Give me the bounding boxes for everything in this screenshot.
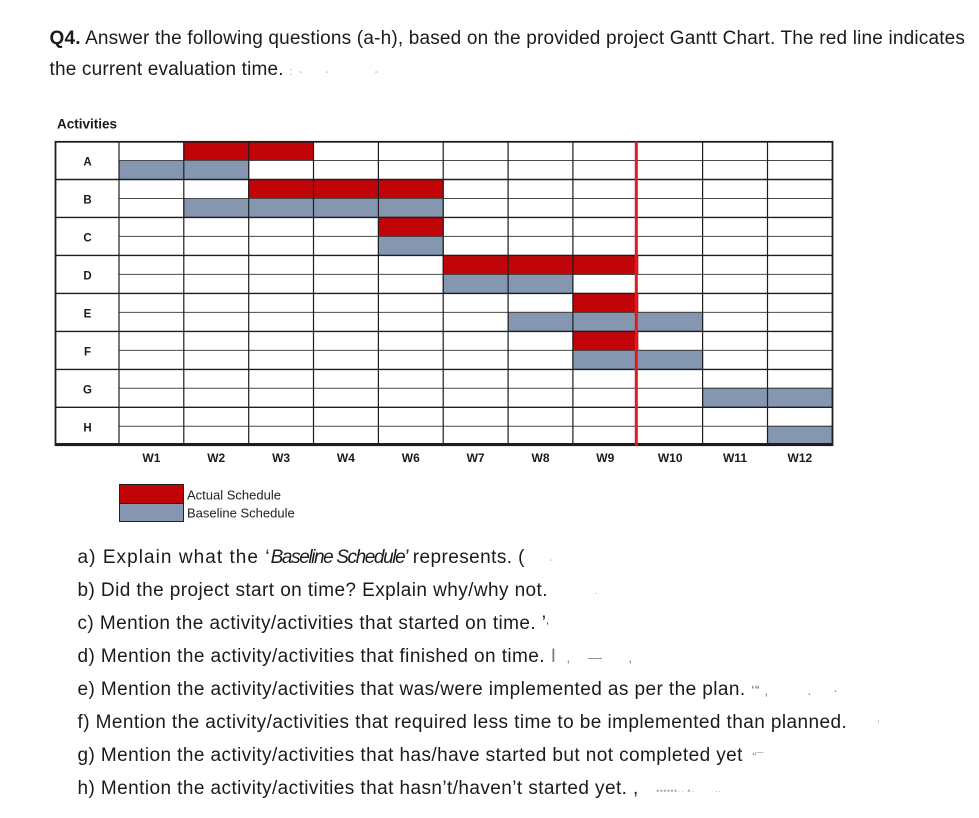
- svg-text:G: G: [83, 384, 92, 396]
- svg-text:W11: W11: [723, 451, 747, 465]
- svg-text:W6: W6: [402, 451, 420, 465]
- svg-text:C: C: [83, 233, 91, 245]
- svg-text:W2: W2: [207, 451, 225, 465]
- svg-text:W8: W8: [532, 451, 550, 465]
- svg-text:W7: W7: [467, 451, 485, 465]
- svg-text:W3: W3: [272, 451, 290, 465]
- svg-text:D: D: [83, 271, 91, 283]
- svg-text:E: E: [84, 309, 92, 321]
- svg-text:W1: W1: [142, 451, 160, 465]
- svg-text:A: A: [83, 157, 91, 169]
- svg-text:Activities: Activities: [57, 117, 117, 132]
- svg-text:B: B: [83, 195, 91, 207]
- svg-text:Baseline Schedule: Baseline Schedule: [187, 506, 295, 521]
- svg-text:W12: W12: [788, 451, 813, 465]
- svg-text:W10: W10: [658, 451, 683, 465]
- svg-text:H: H: [83, 422, 91, 434]
- svg-text:W4: W4: [337, 451, 355, 465]
- svg-text:Actual Schedule: Actual Schedule: [187, 488, 281, 503]
- svg-text:W9: W9: [596, 451, 614, 465]
- svg-text:F: F: [84, 347, 91, 359]
